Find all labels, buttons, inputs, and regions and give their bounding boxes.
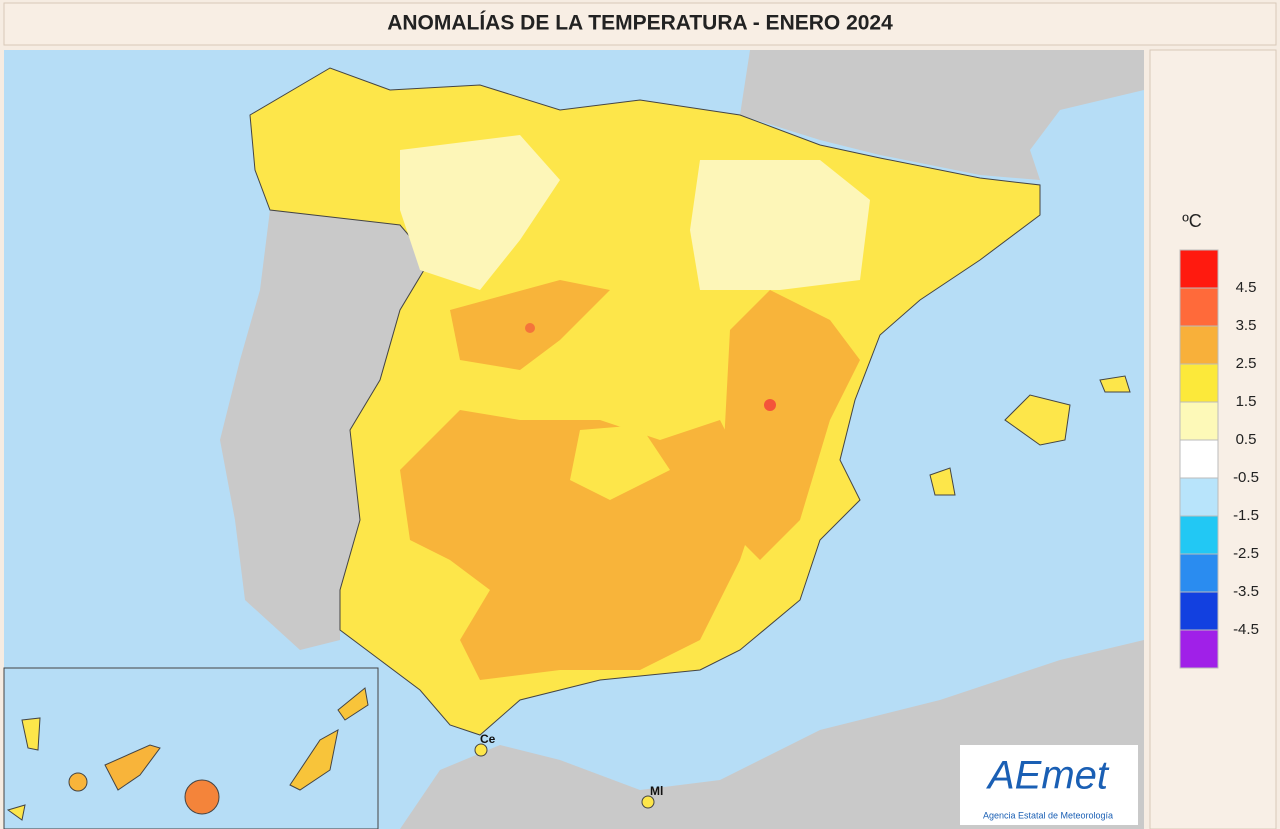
legend-label: 4.5 xyxy=(1236,279,1257,296)
hot-spot xyxy=(525,323,535,333)
legend-swatch xyxy=(1179,591,1219,631)
mild-area xyxy=(570,425,670,500)
city-label: Ce xyxy=(480,732,496,746)
legend: 4.5 3.5 2.5 1.5 0.5 -0.5 -1.5 -2.5 -3.5 -4.5 xyxy=(1179,249,1259,669)
legend-label: 3.5 xyxy=(1236,317,1257,334)
legend-swatch xyxy=(1179,249,1219,289)
island xyxy=(289,729,339,791)
legend-label: 2.5 xyxy=(1236,355,1257,372)
portugal xyxy=(220,210,430,650)
city-dot xyxy=(641,795,655,809)
legend-label: -0.5 xyxy=(1233,469,1259,486)
hot-spot xyxy=(764,399,776,411)
legend-swatch xyxy=(1179,629,1219,669)
legend-swatch xyxy=(1179,477,1219,517)
island xyxy=(6,804,26,821)
island xyxy=(184,779,220,815)
legend-unit: ºC xyxy=(1182,211,1202,231)
island xyxy=(68,772,88,792)
city-label: Ml xyxy=(650,784,663,798)
legend-label: 0.5 xyxy=(1236,431,1257,448)
menorca xyxy=(1099,375,1131,393)
pale-area xyxy=(400,135,560,290)
legend-label: -3.5 xyxy=(1233,583,1259,600)
ibiza xyxy=(929,467,956,496)
logo-box xyxy=(960,745,1138,825)
pale-area xyxy=(690,160,870,290)
france xyxy=(740,50,1144,180)
legend-swatch xyxy=(1179,325,1219,365)
city-dot xyxy=(474,743,488,757)
legend-swatch xyxy=(1179,553,1219,593)
mallorca xyxy=(1004,394,1071,446)
legend-swatch xyxy=(1179,401,1219,441)
africa xyxy=(400,640,1144,829)
legend-swatch xyxy=(1179,439,1219,479)
legend-label: -1.5 xyxy=(1233,507,1259,524)
legend-label: -2.5 xyxy=(1233,545,1259,562)
warm-area xyxy=(400,410,760,680)
legend-label: 1.5 xyxy=(1236,393,1257,410)
title: ANOMALÍAS DE LA TEMPERATURA - ENERO 2024 xyxy=(387,12,893,35)
island xyxy=(104,744,161,791)
legend-swatch xyxy=(1179,515,1219,555)
island xyxy=(337,687,369,721)
island xyxy=(21,717,41,751)
legend-swatch xyxy=(1179,287,1219,327)
legend-label: -4.5 xyxy=(1233,621,1259,638)
logo: AEmet xyxy=(986,754,1110,798)
legend-swatch xyxy=(1179,363,1219,403)
title-bar xyxy=(3,2,1277,46)
logo-subtitle: Agencia Estatal de Meteorología xyxy=(983,810,1113,820)
